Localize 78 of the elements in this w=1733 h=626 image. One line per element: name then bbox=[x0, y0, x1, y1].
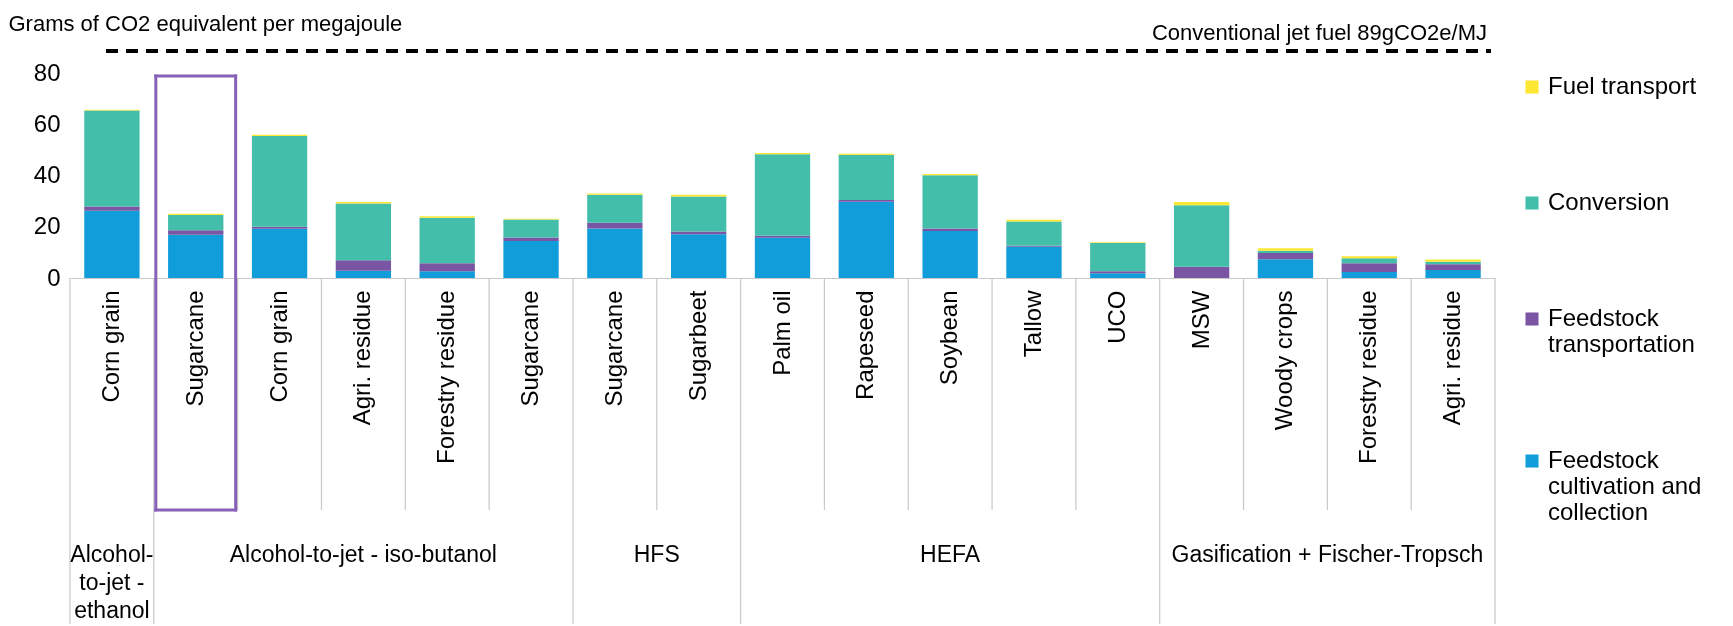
ref-line-label: Conventional jet fuel 89gCO2e/MJ bbox=[1151, 20, 1487, 45]
bar bbox=[1341, 256, 1397, 259]
y-tick-label: 0 bbox=[47, 263, 61, 291]
text: HEFA bbox=[919, 540, 982, 568]
bar bbox=[84, 206, 140, 211]
bar bbox=[419, 217, 475, 264]
bar bbox=[1425, 264, 1481, 271]
bar bbox=[168, 234, 224, 278]
bar bbox=[1173, 266, 1230, 278]
bar bbox=[754, 237, 811, 278]
bar bbox=[1090, 243, 1146, 272]
x-tick-label: Woody crops bbox=[1270, 290, 1298, 431]
bar bbox=[1341, 263, 1397, 272]
bar bbox=[335, 203, 392, 261]
x-tick-label: Sugarcane bbox=[180, 290, 208, 407]
bar bbox=[1341, 271, 1397, 278]
y-tick-label: 40 bbox=[33, 161, 61, 189]
text: HFS bbox=[632, 540, 681, 568]
bar bbox=[1341, 258, 1397, 264]
bar bbox=[1006, 221, 1062, 246]
text: Alcohol-to-jet - iso-butanol bbox=[228, 540, 498, 568]
y-tick-label: 80 bbox=[33, 59, 61, 87]
x-tick-label: Rapeseed bbox=[851, 290, 879, 400]
bar bbox=[922, 231, 978, 278]
bar bbox=[503, 241, 559, 278]
y-axis-title: Grams of CO2 equivalent per megajoule bbox=[8, 10, 403, 36]
bar bbox=[754, 154, 811, 236]
legend-label: Feedstock cultivation and collection bbox=[1548, 446, 1702, 525]
x-tick-label: Forestry residue bbox=[432, 290, 460, 464]
bar bbox=[671, 196, 727, 232]
y-tick-label: 60 bbox=[33, 110, 61, 138]
x-tick-label: Sugarcane bbox=[516, 290, 544, 407]
x-tick-label: UCO bbox=[1102, 290, 1130, 344]
bar bbox=[251, 226, 308, 229]
x-tick-label: Agri. residue bbox=[1438, 290, 1466, 426]
bar bbox=[754, 235, 811, 238]
bar bbox=[587, 222, 643, 229]
bar bbox=[251, 135, 308, 227]
x-tick-label: Palm oil bbox=[767, 290, 795, 376]
bar bbox=[587, 194, 643, 223]
bar bbox=[1257, 253, 1314, 260]
text: Alcohol-to-jet - ethanol bbox=[70, 540, 154, 624]
x-tick-label: Corn grain bbox=[96, 290, 124, 403]
x-tick-label: Agri. residue bbox=[348, 290, 376, 426]
bar bbox=[503, 219, 559, 238]
bar bbox=[1090, 273, 1146, 278]
bar bbox=[335, 260, 392, 271]
bar bbox=[419, 263, 475, 272]
bar bbox=[84, 210, 140, 278]
x-tick-label: Sugarbeet bbox=[683, 290, 711, 402]
bar bbox=[922, 175, 978, 229]
legend-label: Feedstock transportation bbox=[1548, 304, 1695, 357]
x-tick-label: Soybean bbox=[935, 290, 963, 386]
x-tick-label: Corn grain bbox=[264, 290, 292, 403]
legend-label: Conversion bbox=[1548, 188, 1670, 215]
bar bbox=[1173, 205, 1230, 267]
bar bbox=[84, 110, 140, 207]
bar bbox=[1257, 259, 1314, 278]
bar bbox=[168, 215, 224, 231]
bar bbox=[1006, 246, 1062, 278]
x-tick-label: Forestry residue bbox=[1354, 290, 1382, 464]
bar bbox=[587, 228, 643, 278]
x-tick-label: MSW bbox=[1186, 290, 1214, 350]
bar bbox=[1173, 201, 1230, 206]
text: Gasification + Fischer-Tropsch bbox=[1170, 540, 1485, 568]
legend-label: Fuel transport bbox=[1548, 72, 1697, 99]
x-tick-label: Sugarcane bbox=[599, 290, 627, 407]
bar bbox=[335, 270, 392, 278]
bar bbox=[838, 155, 894, 200]
bar bbox=[838, 201, 894, 278]
x-tick-label: Tallow bbox=[1018, 289, 1046, 358]
bar bbox=[168, 230, 224, 235]
bar bbox=[503, 237, 559, 242]
bar bbox=[251, 228, 308, 278]
bar bbox=[1425, 270, 1481, 278]
bar bbox=[419, 271, 475, 278]
y-tick-label: 20 bbox=[33, 212, 61, 240]
bar bbox=[671, 234, 727, 278]
